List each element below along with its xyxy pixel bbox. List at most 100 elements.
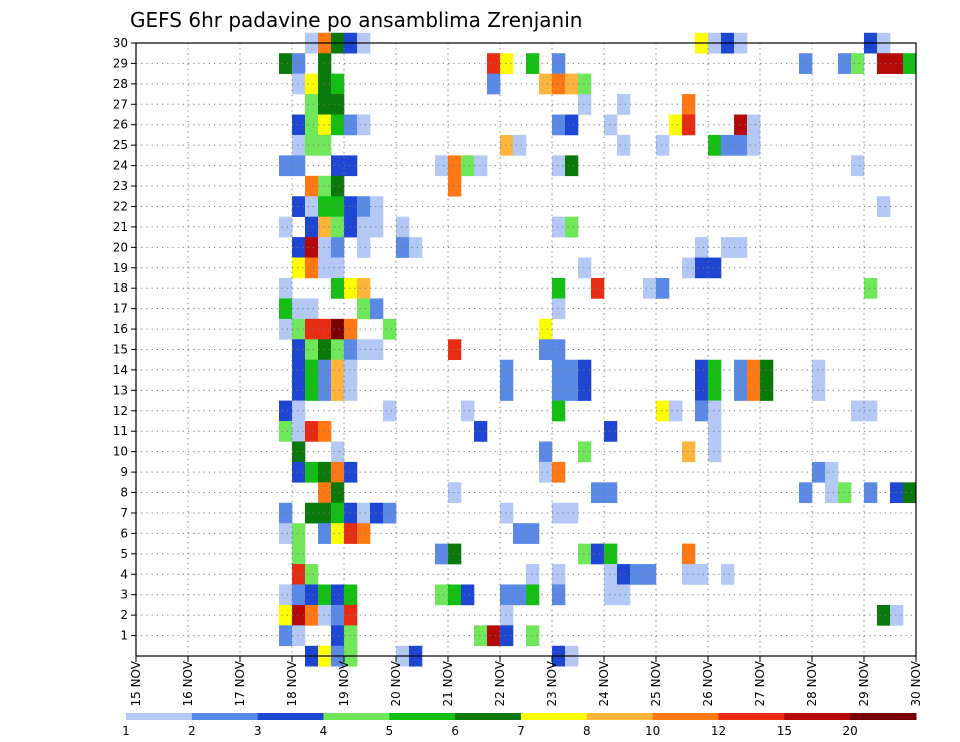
y-tick-label: 4 [120,567,128,581]
heatmap-cell [318,237,332,258]
colorbar-swatch [850,713,917,720]
heatmap-cell [435,155,449,177]
colorbar-swatch [323,713,390,720]
heatmap-cell [604,114,618,136]
y-tick-label: 22 [113,199,128,213]
heatmap-cell [370,339,384,361]
heatmap-cell [357,114,371,136]
x-tick-label: 24 NOV [597,660,611,706]
heatmap-cell [344,604,358,626]
heatmap-cell [344,318,358,340]
heatmap-cell [331,380,345,401]
heatmap-cell [539,73,553,95]
heatmap-cell [292,461,306,483]
heatmap-cell [578,380,592,401]
heatmap-cell [474,421,488,442]
heatmap-cell [669,114,683,136]
heatmap-cell [279,523,293,544]
heatmap-cell [617,134,631,156]
heatmap-cell [604,564,618,585]
heatmap-cell [474,155,488,177]
y-tick-label: 6 [120,526,128,540]
heatmap-cell [292,359,306,381]
heatmap-cell [318,421,332,442]
heatmap-cell [279,318,293,340]
x-tick-label: 20 NOV [389,660,403,706]
heatmap-cell [747,114,761,136]
heatmap-cell [331,155,345,177]
heatmap-cell [721,237,735,258]
heatmap-cell [331,257,345,279]
heatmap-cell [344,196,358,217]
heatmap-cell [578,257,592,279]
heatmap-cell [331,94,345,115]
colorbar-tick-label: 1 [122,724,130,738]
heatmap-cell [500,584,514,606]
heatmap-cell [474,625,488,647]
heatmap-cell [461,155,475,177]
y-tick-label: 28 [113,77,128,91]
heatmap-cell [279,155,293,177]
heatmap-cell [656,277,670,299]
heatmap-cell [526,523,540,544]
heatmap-cell [370,196,384,217]
y-tick-label: 2 [120,608,128,622]
heatmap-cell [552,73,566,95]
heatmap-cell [682,564,696,585]
heatmap-cell [331,216,345,238]
heatmap-cell [331,584,345,606]
heatmap-cell [305,73,319,95]
heatmap-cell [526,53,540,74]
heatmap-cell [604,482,618,504]
heatmap-cell [331,441,345,463]
y-tick-label: 13 [113,383,128,397]
heatmap-cell [305,564,319,585]
colorbar-swatch [586,713,654,720]
heatmap-cell [799,53,813,74]
heatmap-cell [552,359,566,381]
heatmap-cell [331,502,345,524]
x-tick-label: 28 NOV [805,660,819,706]
heatmap-cell [318,318,332,340]
y-tick-label: 20 [113,240,128,254]
y-tick-label: 30 [113,36,128,50]
heatmap-cell [292,257,306,279]
heatmap-cell [708,421,722,442]
heatmap-cell [578,441,592,463]
heatmap-cell [292,73,306,95]
heatmap-cell [344,502,358,524]
heatmap-cell [552,155,566,177]
colorbar-tick-label: 6 [451,724,459,738]
heatmap-cell [318,257,332,279]
heatmap-cell [877,604,891,626]
heatmap-cell [695,400,709,422]
heatmap-cell [643,277,657,299]
heatmap-cell [552,216,566,238]
heatmap-cell [292,298,306,320]
heatmap-cell [305,114,319,136]
y-tick-label: 24 [113,159,128,173]
colorbar-legend: 1 2 3 4 5 6 7 8 10 12 15 20 [122,713,917,738]
heatmap-cell [747,134,761,156]
heatmap-cell [357,237,371,258]
heatmap-cell [305,94,319,115]
colorbar-swatch [455,713,522,720]
heatmap-cell [305,584,319,606]
heatmap-cell [305,461,319,483]
heatmap-cell [305,359,319,381]
y-tick-label: 10 [113,445,128,459]
y-tick-label: 1 [120,629,128,643]
heatmap-cell [318,604,332,626]
heatmap-cell [682,114,696,136]
heatmap-cell [695,257,709,279]
heatmap-cell [318,380,332,401]
heatmap-cell [578,543,592,565]
heatmap-cell [435,584,449,606]
colorbar-tick-label: 5 [386,724,394,738]
heatmap-cell [318,216,332,238]
heatmap-cell [409,237,423,258]
heatmap-cell [318,359,332,381]
heatmap-cell [331,175,345,197]
heatmap-cell [539,461,553,483]
